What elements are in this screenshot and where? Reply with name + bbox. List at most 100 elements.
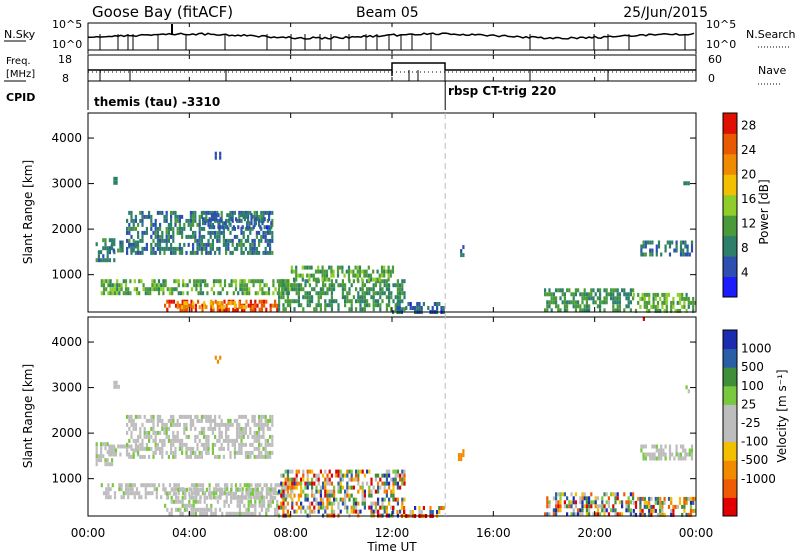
data-cell: [126, 218, 129, 223]
data-cell: [377, 489, 380, 494]
data-cell: [557, 308, 560, 313]
data-cell: [297, 283, 300, 288]
data-cell: [557, 288, 560, 293]
data-cell: [657, 452, 661, 457]
data-cell: [173, 487, 176, 492]
data-cell: [131, 483, 134, 488]
data-cell: [198, 450, 201, 455]
data-cell: [185, 422, 188, 427]
data-cell: [152, 438, 155, 443]
data-cell: [392, 510, 395, 514]
data-cell: [390, 295, 393, 300]
data-cell: [328, 277, 331, 282]
data-cell: [113, 176, 116, 181]
data-cell: [242, 234, 245, 239]
data-cell: [403, 477, 406, 482]
data-cell: [192, 418, 195, 423]
data-cell: [300, 283, 303, 288]
data-cell: [641, 292, 644, 297]
data-cell: [588, 496, 591, 501]
data-cell: [324, 493, 327, 498]
data-cell: [388, 299, 391, 304]
data-cell: [621, 288, 624, 293]
data-cell: [344, 501, 347, 506]
data-cell: [175, 495, 178, 500]
data-cell: [247, 434, 250, 439]
data-cell: [694, 300, 697, 305]
data-cell: [162, 283, 165, 288]
data-cell: [377, 303, 380, 308]
data-cell: [308, 295, 311, 300]
data-cell: [165, 242, 168, 247]
power-colorbar-tick: 28: [741, 118, 756, 132]
data-cell: [156, 238, 159, 243]
data-cell: [238, 210, 241, 215]
data-cell: [165, 230, 168, 235]
data-cell: [170, 446, 173, 451]
data-cell: [108, 444, 111, 449]
data-cell: [238, 430, 241, 435]
data-cell: [121, 244, 124, 249]
data-cell: [642, 444, 645, 449]
data-cell: [230, 499, 233, 504]
data-cell: [197, 487, 200, 492]
data-cell: [247, 503, 250, 508]
data-cell: [113, 495, 117, 500]
data-cell: [118, 291, 121, 296]
data-cell: [247, 507, 250, 512]
data-cell: [128, 444, 131, 449]
data-cell: [132, 438, 135, 443]
data-cell: [130, 210, 133, 215]
data-cell: [640, 444, 643, 449]
data-cell: [183, 301, 186, 306]
data-cell: [274, 299, 277, 304]
data-cell: [359, 509, 362, 514]
data-cell: [306, 265, 309, 270]
data-cell: [374, 277, 377, 282]
data-cell: [330, 307, 333, 312]
data-cell: [315, 489, 318, 494]
data-cell: [201, 491, 205, 496]
data-cell: [596, 288, 599, 293]
data-cell: [178, 250, 181, 255]
velocity-colorbar-segment: [723, 478, 737, 498]
data-cell: [323, 277, 326, 282]
data-cell: [114, 452, 118, 457]
data-cell: [219, 491, 222, 496]
data-cell: [544, 288, 547, 293]
data-cell: [355, 477, 358, 482]
data-cell: [651, 452, 654, 457]
data-cell: [250, 221, 253, 226]
data-cell: [585, 304, 588, 309]
data-cell: [588, 292, 591, 297]
data-cell: [222, 242, 225, 247]
power-colorbar-segment: [723, 153, 737, 175]
data-cell: [132, 226, 135, 231]
data-cell: [154, 446, 157, 451]
data-cell: [174, 210, 177, 215]
data-cell: [118, 287, 121, 292]
data-cell: [398, 306, 401, 310]
data-cell: [668, 240, 672, 245]
data-cell: [175, 491, 178, 496]
data-cell: [260, 454, 263, 459]
data-cell: [265, 307, 268, 312]
data-cell: [681, 512, 684, 517]
data-cell: [315, 291, 318, 296]
data-cell: [260, 426, 263, 431]
power-colorbar-label: Power [dB]: [757, 179, 771, 244]
data-cell: [194, 214, 197, 219]
data-cell: [200, 250, 203, 255]
data-cell: [603, 308, 606, 313]
data-cell: [199, 283, 202, 288]
data-cell: [254, 499, 257, 504]
data-cell: [260, 307, 263, 312]
data-cell: [689, 300, 693, 305]
data-cell: [199, 291, 202, 296]
data-cell: [559, 288, 562, 293]
data-cell: [339, 489, 342, 494]
data-cell: [352, 477, 355, 482]
data-cell: [227, 242, 230, 247]
data-cell: [648, 496, 651, 501]
data-cell: [252, 225, 255, 230]
